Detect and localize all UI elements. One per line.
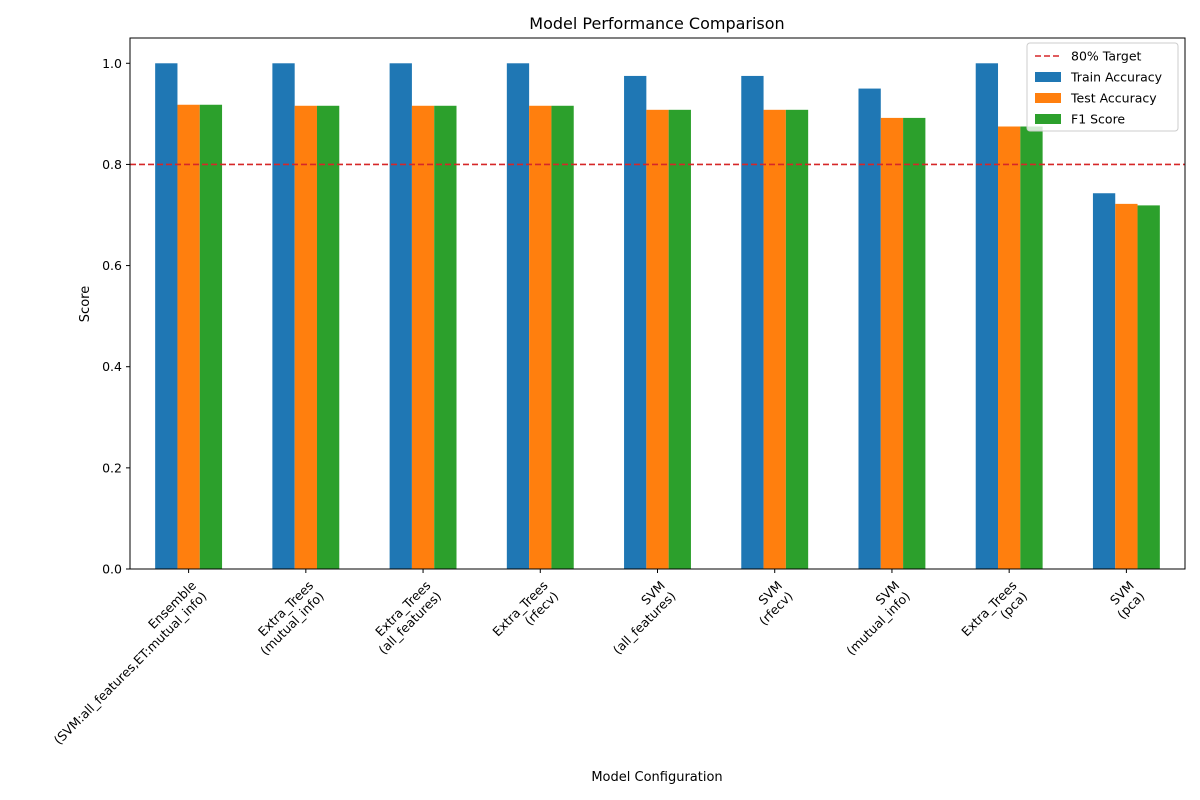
x-tick-label: SVM(mutual_info) <box>833 578 913 658</box>
bar-test-accuracy-8 <box>1115 203 1138 569</box>
bar-f1-score-2 <box>434 105 457 570</box>
x-axis: Ensemble(SVM:all_features,ET:mutual_info… <box>40 569 1147 748</box>
x-axis-label: Model Configuration <box>591 770 722 785</box>
bar-train-accuracy-5 <box>741 75 764 570</box>
bar-train-accuracy-8 <box>1092 193 1116 569</box>
legend-swatch <box>1035 114 1061 124</box>
bar-f1-score-1 <box>316 105 340 570</box>
chart-title: Model Performance Comparison <box>529 14 784 33</box>
x-tick-label: SVM(pca) <box>1103 578 1147 622</box>
x-tick-label: SVM(rfecv) <box>745 578 795 628</box>
bar-train-accuracy-7 <box>975 63 999 569</box>
y-axis-label: Score <box>78 286 93 322</box>
legend-box <box>1026 42 1179 132</box>
bar-f1-score-7 <box>1020 126 1043 569</box>
bar-test-accuracy-1 <box>294 105 317 570</box>
y-tick-label: 0.8 <box>102 157 122 172</box>
bar-test-accuracy-3 <box>529 105 552 570</box>
bar-test-accuracy-4 <box>646 109 669 569</box>
legend-entry-label: Test Accuracy <box>1070 91 1157 106</box>
x-tick-label: Extra_Trees(all_features) <box>365 578 444 657</box>
y-axis: 0.0 0.2 0.4 0.6 0.8 1.0 <box>102 56 130 577</box>
bar-train-accuracy-1 <box>272 63 295 569</box>
y-tick-label: 0.6 <box>102 258 122 273</box>
bar-f1-score-0 <box>199 104 223 569</box>
legend-entry-label: Train Accuracy <box>1070 70 1163 85</box>
legend-entry-label: 80% Target <box>1071 49 1142 64</box>
legend-entry-label: F1 Score <box>1071 112 1125 127</box>
legend: 80% Target Train Accuracy Test Accuracy F1 … <box>1026 42 1179 132</box>
bar-train-accuracy-0 <box>155 63 178 569</box>
y-tick-label: 0.4 <box>102 359 122 374</box>
bar-test-accuracy-5 <box>763 109 786 569</box>
x-tick-label: Extra_Trees(rfecv) <box>489 578 561 650</box>
bar-f1-score-3 <box>551 105 574 570</box>
bar-f1-score-6 <box>903 117 926 570</box>
bar-test-accuracy-0 <box>177 104 200 569</box>
x-tick-label: SVM(all_features) <box>599 578 678 657</box>
legend-swatch <box>1035 72 1061 82</box>
bar-f1-score-8 <box>1137 205 1160 569</box>
bar-f1-score-4 <box>668 109 691 569</box>
bars-group <box>155 63 1160 570</box>
bar-train-accuracy-6 <box>858 88 881 569</box>
bar-test-accuracy-7 <box>998 126 1021 569</box>
plot-frame <box>129 37 1186 570</box>
bar-train-accuracy-2 <box>389 63 412 569</box>
x-tick-label: Extra_Trees(pca) <box>958 578 1030 650</box>
bar-f1-score-5 <box>785 109 809 569</box>
x-tick-label: Ensemble(SVM:all_features,ET:mutual_info… <box>40 578 210 748</box>
y-tick-label: 1.0 <box>102 56 122 71</box>
bar-test-accuracy-2 <box>411 105 435 570</box>
x-tick-label: Extra_Trees(mutual_info) <box>247 578 327 658</box>
bar-train-accuracy-3 <box>506 63 530 569</box>
bar-test-accuracy-6 <box>880 117 904 570</box>
legend-swatch <box>1035 93 1061 103</box>
bar-train-accuracy-4 <box>624 75 647 570</box>
y-tick-label: 0.2 <box>102 460 122 475</box>
y-tick-label: 0.0 <box>102 562 122 577</box>
